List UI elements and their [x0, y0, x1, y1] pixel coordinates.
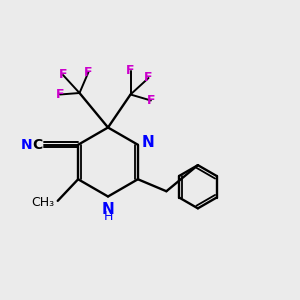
Text: F: F [126, 64, 135, 77]
Text: H: H [103, 210, 113, 223]
Text: N: N [142, 135, 155, 150]
Text: C: C [32, 138, 42, 152]
Text: N: N [21, 138, 32, 152]
Text: F: F [144, 71, 153, 85]
Text: CH₃: CH₃ [32, 196, 55, 208]
Text: F: F [56, 88, 64, 101]
Text: F: F [84, 65, 93, 79]
Text: F: F [59, 68, 67, 82]
Text: N: N [102, 202, 114, 217]
Text: F: F [147, 94, 155, 107]
